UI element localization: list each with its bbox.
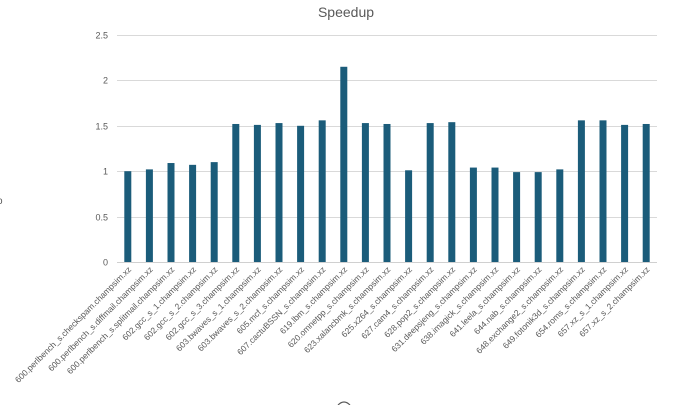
bar bbox=[405, 170, 413, 262]
y-axis-ticks: 0 0.5 1 1.5 2 2.5 bbox=[95, 31, 108, 268]
bar bbox=[318, 120, 326, 262]
bar bbox=[361, 123, 369, 262]
bar bbox=[383, 123, 391, 262]
bar bbox=[340, 66, 348, 262]
bar bbox=[275, 123, 283, 262]
bar bbox=[513, 172, 521, 262]
bar bbox=[426, 123, 434, 262]
y-tick-label: 1 bbox=[103, 167, 108, 177]
y-tick-label: 0 bbox=[103, 258, 108, 268]
bar bbox=[297, 125, 305, 262]
bar bbox=[210, 162, 218, 262]
cropped-y-axis-title-fragment: o bbox=[0, 196, 3, 207]
cropped-x-axis-title-fragment bbox=[337, 401, 351, 405]
bar bbox=[577, 120, 585, 262]
y-tick-label: 1.5 bbox=[95, 122, 108, 132]
bar bbox=[621, 124, 629, 262]
bar bbox=[491, 167, 499, 262]
bar bbox=[189, 164, 197, 262]
bar bbox=[469, 167, 477, 262]
bar bbox=[448, 122, 456, 262]
bar bbox=[167, 163, 175, 262]
bar bbox=[642, 123, 650, 262]
x-axis-category-labels: 600.perlbench_s.checkspam.champsim.xz600… bbox=[13, 264, 652, 384]
bars bbox=[124, 66, 650, 262]
bar bbox=[232, 123, 240, 262]
y-tick-label: 2.5 bbox=[95, 31, 108, 41]
chart-title: Speedup bbox=[318, 4, 374, 20]
bar bbox=[534, 172, 542, 262]
bar bbox=[253, 124, 261, 262]
y-tick-label: 0.5 bbox=[95, 213, 108, 223]
bar bbox=[599, 120, 607, 262]
bar bbox=[124, 171, 132, 262]
bar bbox=[145, 169, 153, 262]
bar bbox=[556, 169, 564, 262]
y-tick-label: 2 bbox=[103, 76, 108, 86]
